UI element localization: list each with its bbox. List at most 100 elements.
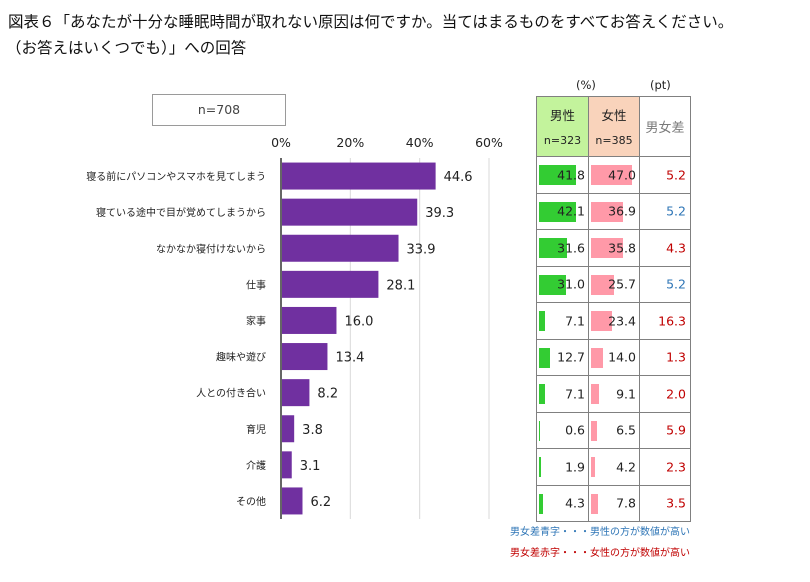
female-bar (591, 311, 612, 331)
data-label: 3.1 (300, 459, 321, 474)
data-label: 16.0 (344, 314, 373, 329)
male-cell: 41.8 (536, 156, 589, 194)
male-cell: 0.6 (536, 411, 589, 449)
table-row: 1.9 4.2 2.3 (536, 448, 691, 486)
table-row: 41.8 47.0 5.2 (536, 156, 691, 194)
male-value: 7.1 (565, 313, 585, 329)
bar (282, 270, 379, 298)
female-header-label: 女性 (601, 108, 627, 123)
table-row: 7.1 9.1 2.0 (536, 375, 691, 413)
category-label: 育児 (246, 423, 266, 436)
category-label: 人との付き合い (196, 387, 266, 400)
female-header: 女性 n=385 (588, 96, 640, 157)
diff-cell: 16.3 (639, 302, 691, 340)
female-value: 4.2 (616, 459, 636, 475)
male-bar (539, 457, 541, 477)
x-tick-label: 60% (475, 135, 503, 150)
male-bar (539, 311, 546, 331)
category-label: 寝ている途中で目が覚めてしまうから (96, 206, 266, 219)
diff-value: 5.2 (666, 167, 686, 183)
female-cell: 25.7 (588, 265, 640, 303)
male-header-label: 男性 (549, 108, 575, 123)
data-label: 33.9 (407, 242, 436, 257)
bar (282, 343, 328, 371)
table-row: 12.7 14.0 1.3 (536, 338, 691, 376)
diff-cell: 5.2 (639, 265, 691, 303)
female-value: 9.1 (616, 386, 636, 402)
male-cell: 12.7 (536, 338, 589, 376)
diff-cell: 5.2 (639, 192, 691, 230)
female-value: 35.8 (608, 240, 636, 256)
bar (282, 379, 310, 407)
category-label: 介護 (246, 459, 266, 472)
data-label: 3.8 (302, 423, 323, 438)
male-value: 7.1 (565, 386, 585, 402)
female-bar (591, 493, 598, 514)
diff-value: 5.9 (666, 422, 686, 438)
male-cell: 42.1 (536, 192, 589, 230)
diff-header-label: 男女差 (645, 121, 685, 136)
diff-value: 1.3 (666, 349, 686, 365)
diff-value: 5.2 (666, 276, 686, 292)
data-label: 6.2 (310, 495, 331, 510)
bar (282, 487, 303, 515)
sample-size-box: n=708 (152, 94, 286, 126)
female-bar (591, 274, 614, 295)
female-bar (591, 165, 633, 185)
male-value: 4.3 (565, 495, 585, 511)
table-row: 0.6 6.5 5.9 (536, 411, 691, 449)
diff-value: 2.0 (666, 386, 686, 402)
male-cell: 7.1 (536, 302, 589, 340)
data-label: 13.4 (335, 351, 364, 366)
male-cell: 4.3 (536, 484, 589, 522)
male-value: 31.0 (557, 276, 585, 292)
category-label: 仕事 (246, 278, 266, 291)
female-bar (591, 420, 597, 441)
female-bar (591, 457, 595, 477)
diff-value: 2.3 (666, 459, 686, 475)
female-value: 7.8 (616, 495, 636, 511)
x-tick-label: 0% (271, 135, 291, 150)
note-red: 男女差赤字・・・女性の方が数値が高い (510, 548, 690, 559)
female-cell: 14.0 (588, 338, 640, 376)
table-row: 31.6 35.8 4.3 (536, 229, 691, 267)
bar (282, 162, 436, 190)
bar-chart: 0% 20% 40% 60% 寝る前にパソコンやスマホを見てしまう 44.6 寝ている途中で… (86, 135, 503, 519)
table-row: 7.1 23.4 16.3 (536, 302, 691, 340)
bar (282, 415, 295, 443)
data-label: 8.2 (317, 387, 338, 402)
female-cell: 9.1 (588, 375, 640, 413)
diff-header: 男女差 (639, 96, 691, 157)
unit-percent-label: (%) (576, 78, 596, 92)
female-cell: 47.0 (588, 156, 640, 194)
table-row: 4.3 7.8 3.5 (536, 484, 691, 522)
diff-value: 4.3 (666, 240, 686, 256)
male-sample-size: n=323 (543, 134, 582, 147)
unit-pt-label: (pt) (650, 78, 671, 92)
category-label: 寝る前にパソコンやスマホを見てしまう (86, 170, 266, 183)
diff-value: 16.3 (658, 313, 686, 329)
female-sample-size: n=385 (595, 134, 633, 147)
x-tick-label: 40% (406, 135, 434, 150)
male-bar (539, 274, 567, 295)
male-value: 12.7 (557, 349, 585, 365)
diff-cell: 4.3 (639, 229, 691, 267)
male-cell: 1.9 (536, 448, 589, 486)
male-bar (539, 347, 551, 368)
table-row: 42.1 36.9 5.2 (536, 192, 691, 230)
female-cell: 7.8 (588, 484, 640, 522)
data-label: 39.3 (425, 206, 454, 221)
diff-cell: 2.0 (639, 375, 691, 413)
female-value: 23.4 (608, 313, 636, 329)
diff-value: 5.2 (666, 203, 686, 219)
female-cell: 36.9 (588, 192, 640, 230)
male-cell: 7.1 (536, 375, 589, 413)
category-label: その他 (236, 495, 266, 508)
data-label: 28.1 (386, 278, 415, 293)
male-bar (539, 384, 546, 404)
male-bar (539, 238, 567, 258)
note-blue: 男女差青字・・・男性の方が数値が高い (510, 527, 690, 538)
male-bar (539, 201, 577, 222)
male-value: 41.8 (557, 167, 585, 183)
category-label: 家事 (246, 314, 266, 327)
